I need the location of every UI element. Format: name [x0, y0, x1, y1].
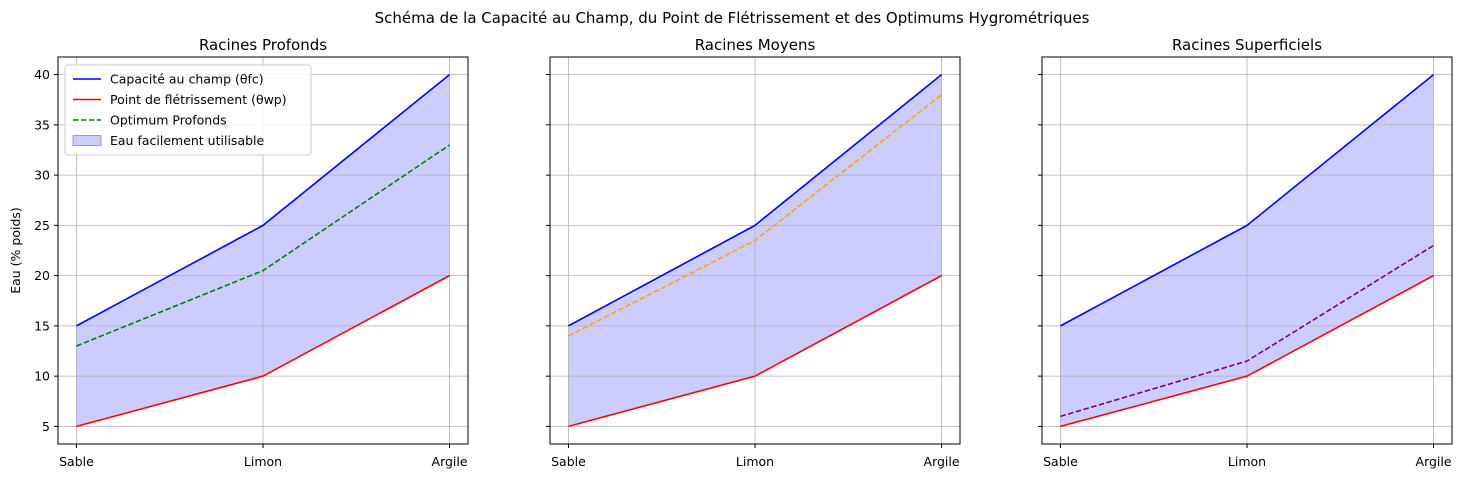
series-line-2 — [1060, 244, 1434, 418]
legend-label-point-de-fletrissement-wp: Point de flétrissement (θwp) — [110, 92, 287, 107]
y-tick-label: 20 — [34, 268, 50, 283]
y-axis-label: Eau (% poids) — [8, 207, 23, 294]
legend-label-eau-facilement-utilisable: Eau facilement utilisable — [110, 133, 265, 148]
series-line-2 — [568, 94, 943, 337]
legend-label-optimum-profonds: Optimum Profonds — [110, 113, 227, 128]
y-tick-label: 30 — [34, 168, 50, 183]
x-tick-label-argile: Argile — [924, 454, 960, 469]
series-line-0 — [568, 73, 943, 327]
y-tick-label: 10 — [34, 369, 50, 384]
legend-swatch-eau-facilement-utilisable — [72, 135, 102, 146]
panel-racines-moyens: Racines Moyens Sable Limon Argile — [546, 36, 961, 469]
legend: Capacité au champ (θfc) Point de flétriss… — [64, 64, 312, 156]
figure-title: Schéma de la Capacité au Champ, du Point… — [375, 9, 1090, 27]
panel-racines-profonds: Racines Profonds Eau (% poids) 5 10 15 20 25 30… — [8, 36, 469, 469]
x-tick-label-sable: Sable — [1043, 454, 1078, 469]
series-line-1 — [1060, 274, 1434, 428]
series-line-0 — [1060, 73, 1435, 327]
x-tick-label-sable: Sable — [551, 454, 586, 469]
y-tick-label: 5 — [42, 419, 50, 434]
y-tick-label: 40 — [34, 67, 50, 82]
series-line-optimum-profonds — [76, 144, 450, 347]
panel-title-racines-superficiels: Racines Superficiels — [1172, 36, 1322, 54]
x-tick-label-limon: Limon — [736, 454, 774, 469]
y-tick-label: 35 — [34, 117, 50, 132]
series-line-1 — [568, 274, 942, 428]
series-line-point-de-fletrissement-wp — [76, 274, 450, 428]
series-line-capacite-au-champ-fc — [76, 73, 451, 327]
y-tick-label: 25 — [34, 218, 50, 233]
y-tick-label: 15 — [34, 318, 50, 333]
x-tick-label-limon: Limon — [1228, 454, 1266, 469]
x-tick-label-argile: Argile — [1416, 454, 1452, 469]
legend-label-capacite-au-champ-fc: Capacité au champ (θfc) — [110, 72, 264, 87]
x-tick-label-sable: Sable — [59, 454, 94, 469]
x-tick-label-argile: Argile — [432, 454, 468, 469]
panel-title-racines-moyens: Racines Moyens — [695, 36, 816, 54]
x-tick-label-limon: Limon — [244, 454, 282, 469]
panel-title-racines-profonds: Racines Profonds — [199, 36, 327, 54]
legend-box — [64, 64, 312, 156]
panel-racines-superficiels: Racines Superficiels Sable Limon Argile — [1038, 36, 1453, 469]
